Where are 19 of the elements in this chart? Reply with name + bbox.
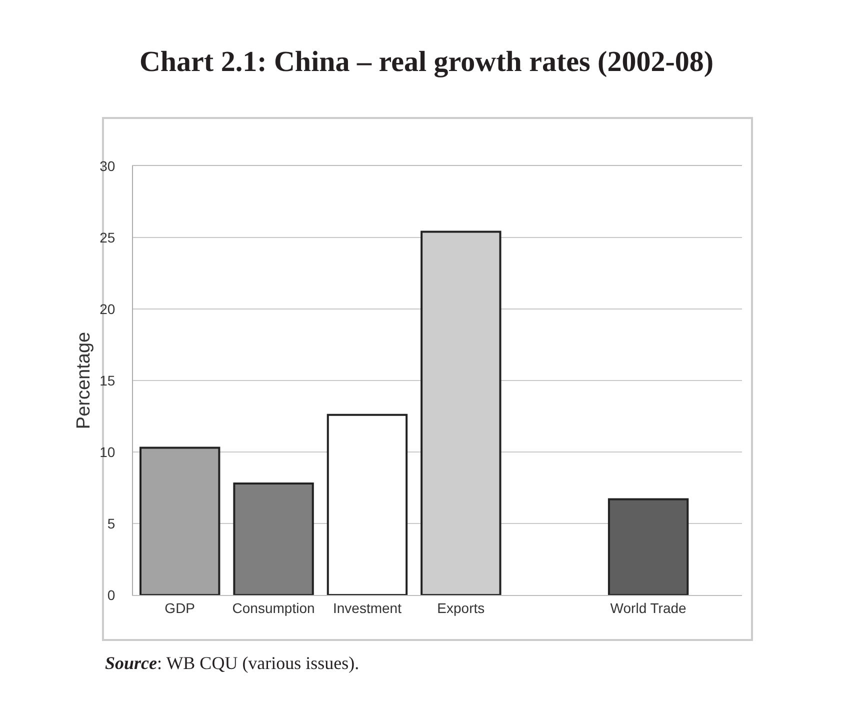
bar [140,446,220,595]
source-note: Source: WB CQU (various issues). [105,653,360,673]
bar [326,414,408,595]
y-axis-title: Percentage [73,332,94,430]
x-tick-label: Investment [332,600,402,616]
y-tick-label: 30 [100,158,116,174]
y-tick-label: 5 [107,515,116,532]
chart-title: Chart 2.1: China – real growth rates (2002-08) [139,46,714,78]
bar [608,498,689,595]
y-tick-label: 15 [100,372,116,388]
x-tick-label: Exports [437,600,485,616]
y-tick-label: 20 [100,300,116,317]
x-tick-label: Consumption [232,600,315,616]
x-tick-label: World Trade [610,600,687,616]
y-tick-label: 25 [100,229,116,246]
y-tick-label: 10 [100,444,116,460]
bar [233,482,314,595]
x-tick-label: GDP [164,600,196,616]
y-tick-label: 0 [107,586,116,603]
